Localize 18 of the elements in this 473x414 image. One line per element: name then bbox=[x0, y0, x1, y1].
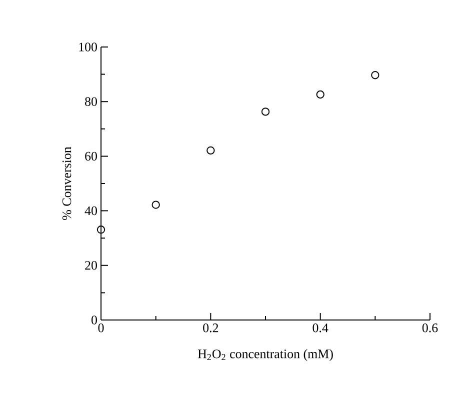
x-tick-label: 0.6 bbox=[422, 324, 438, 332]
y-tick-label: 100 bbox=[79, 42, 97, 52]
x-axis-title: H$_{2}$O$_{2}$ concentration (mM) bbox=[198, 349, 333, 361]
point bbox=[316, 90, 324, 99]
y-tick-label: 0 bbox=[92, 316, 97, 324]
point bbox=[96, 226, 106, 234]
point bbox=[206, 146, 215, 155]
x-tick-label: 0.4 bbox=[312, 324, 328, 332]
y-tick-label: 20 bbox=[85, 261, 97, 270]
x-tick-label: 0 bbox=[98, 324, 104, 332]
y-tick-label: 80 bbox=[85, 97, 97, 106]
point bbox=[152, 200, 160, 209]
y-tick-label: 60 bbox=[85, 152, 97, 161]
point bbox=[371, 71, 380, 80]
y-axis-title: % Conversion bbox=[62, 146, 72, 220]
x-tick-label: 0.2 bbox=[203, 324, 218, 332]
y-tick-label: 40 bbox=[84, 206, 97, 216]
point bbox=[261, 108, 270, 116]
